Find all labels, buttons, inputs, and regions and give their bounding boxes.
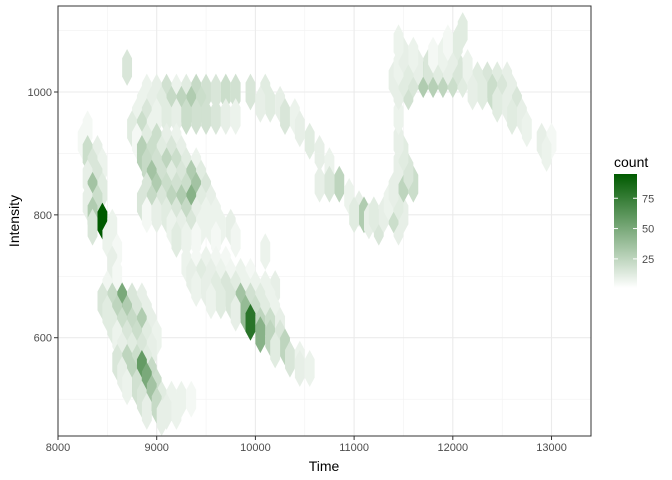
- y-tick-label: 600: [34, 333, 52, 345]
- hex-cell: [393, 122, 404, 160]
- legend-title: count: [614, 154, 648, 170]
- hex-cell: [191, 221, 202, 258]
- hex-cell: [215, 282, 226, 320]
- hex-cell: [122, 368, 133, 406]
- x-tick-label: 10000: [240, 442, 271, 454]
- hex-cell: [324, 165, 335, 203]
- x-axis: 8000 9000 10000 11000 12000 13000: [46, 436, 567, 454]
- hex-cell: [294, 110, 305, 148]
- hex-cell: [492, 85, 503, 123]
- hex-cell: [388, 171, 399, 209]
- hex-cell: [280, 98, 290, 135]
- hex-cell: [255, 85, 266, 123]
- hex-cell: [393, 98, 404, 135]
- hex-cell: [220, 98, 231, 135]
- hex-cell: [210, 98, 221, 135]
- hex-cells: [77, 12, 557, 436]
- x-tick-label: 8000: [46, 442, 70, 454]
- legend-ticks: 25 50 75: [614, 193, 654, 266]
- legend-tick-label: 25: [642, 254, 654, 266]
- hex-cell: [265, 85, 276, 123]
- hex-cell: [122, 49, 133, 86]
- hex-cell: [230, 294, 241, 332]
- legend: count 25 50 75: [614, 154, 654, 288]
- hex-cell: [181, 221, 192, 258]
- hex-cell: [151, 196, 162, 234]
- legend-tick-label: 75: [642, 193, 654, 205]
- x-tick-label: 11000: [339, 442, 369, 454]
- hex-cell: [457, 12, 468, 50]
- y-tick-label: 800: [34, 210, 52, 222]
- hex-cell: [314, 165, 325, 203]
- x-tick-label: 9000: [144, 442, 168, 454]
- hex-cell: [304, 122, 315, 160]
- hex-cell: [428, 36, 439, 74]
- hex-cell: [245, 303, 256, 341]
- hex-cell: [462, 49, 473, 86]
- legend-colorbar: [614, 174, 637, 288]
- hex-cell: [220, 73, 231, 111]
- hex-cell: [210, 73, 221, 111]
- x-axis-title: Time: [309, 458, 340, 474]
- hex-cell: [270, 331, 281, 369]
- hex-cell: [368, 196, 379, 234]
- hex-cell: [171, 98, 182, 135]
- hex-cell: [255, 316, 266, 354]
- panel-border: [57, 5, 592, 437]
- hex-cell: [349, 196, 360, 234]
- hex-cell: [304, 350, 315, 387]
- hex-cell: [393, 24, 404, 62]
- x-tick-label: 13000: [536, 442, 567, 454]
- hex-cell: [161, 98, 172, 135]
- y-axis-title: Intensity: [6, 195, 22, 247]
- hex-cell: [181, 98, 192, 135]
- legend-tick-label: 50: [642, 224, 654, 236]
- hex-cell: [467, 73, 478, 111]
- hex-cell: [314, 135, 325, 172]
- hex-cell: [210, 221, 221, 258]
- y-axis: 600 800 1000: [28, 87, 58, 345]
- hex-cell: [102, 221, 113, 258]
- hex-cell: [477, 73, 488, 111]
- hex-cell: [171, 393, 182, 430]
- hex-cell: [334, 165, 345, 203]
- hex-cell: [260, 233, 271, 271]
- hex-cell: [156, 399, 167, 436]
- hex-cell: [171, 221, 182, 258]
- hex-cell: [541, 135, 552, 172]
- y-tick-label: 1000: [28, 87, 52, 99]
- hex-cell: [201, 98, 211, 135]
- hex-cell: [521, 110, 532, 148]
- hex-cell: [408, 36, 419, 74]
- hex-cell: [230, 98, 241, 135]
- hex-cell: [191, 270, 202, 307]
- hex-cell: [141, 196, 152, 234]
- hex-cell: [87, 208, 98, 246]
- hex-cell: [112, 257, 123, 295]
- hex-cell: [186, 380, 197, 418]
- hex-cell: [141, 393, 152, 430]
- hex-cell: [507, 98, 517, 135]
- hex-cell: [206, 282, 216, 320]
- x-tick-label: 12000: [438, 442, 469, 454]
- hex-cell: [191, 98, 202, 135]
- hex-cell: [230, 221, 241, 258]
- hex-cell: [285, 340, 295, 378]
- hex-cell: [245, 73, 256, 111]
- hex-cell: [294, 350, 305, 387]
- hex-cell: [442, 24, 453, 62]
- hex-cell: [230, 73, 241, 111]
